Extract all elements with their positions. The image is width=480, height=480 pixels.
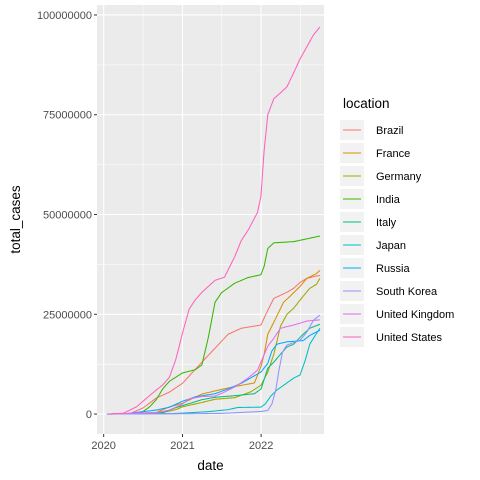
y-tick-label: 75000000 bbox=[43, 110, 92, 122]
series-line bbox=[107, 314, 321, 415]
legend-item-label: United Kingdom bbox=[376, 309, 454, 321]
y-tick-label: 25000000 bbox=[43, 309, 92, 321]
series-line bbox=[110, 319, 320, 415]
series-line bbox=[108, 26, 321, 415]
legend-item-label: Japan bbox=[376, 240, 406, 252]
legend-item-label: United States bbox=[376, 332, 443, 344]
legend: location Brazil France Germany India Italy Ja… bbox=[340, 96, 454, 347]
minor-gridlines bbox=[97, 5, 324, 434]
y-tick-label: 100000000 bbox=[37, 10, 92, 22]
x-tick-label: 2021 bbox=[170, 440, 194, 452]
legend-item-label: South Korea bbox=[376, 286, 438, 298]
series-lines bbox=[106, 26, 321, 415]
series-line bbox=[109, 235, 321, 415]
y-tick-label: 0 bbox=[86, 409, 92, 421]
legend-title: location bbox=[343, 96, 390, 111]
legend-item-label: India bbox=[376, 194, 401, 206]
legend-item-label: Brazil bbox=[376, 125, 404, 137]
legend-item-label: Russia bbox=[376, 263, 411, 275]
y-axis-title: total_cases bbox=[8, 185, 23, 254]
y-axis: 0 25000000 50000000 75000000 100000000 bbox=[37, 10, 97, 421]
x-tick-label: 2020 bbox=[91, 440, 115, 452]
legend-item-label: France bbox=[376, 148, 410, 160]
series-line bbox=[115, 275, 320, 415]
plot-panel bbox=[97, 5, 324, 434]
x-axis: 2020 2021 2022 bbox=[91, 434, 273, 452]
legend-item-label: Germany bbox=[376, 171, 422, 183]
x-tick-label: 2022 bbox=[249, 440, 273, 452]
legend-item-label: Italy bbox=[376, 217, 397, 229]
y-tick-label: 50000000 bbox=[43, 210, 92, 222]
x-axis-title: date bbox=[197, 458, 223, 473]
series-line bbox=[110, 329, 321, 415]
